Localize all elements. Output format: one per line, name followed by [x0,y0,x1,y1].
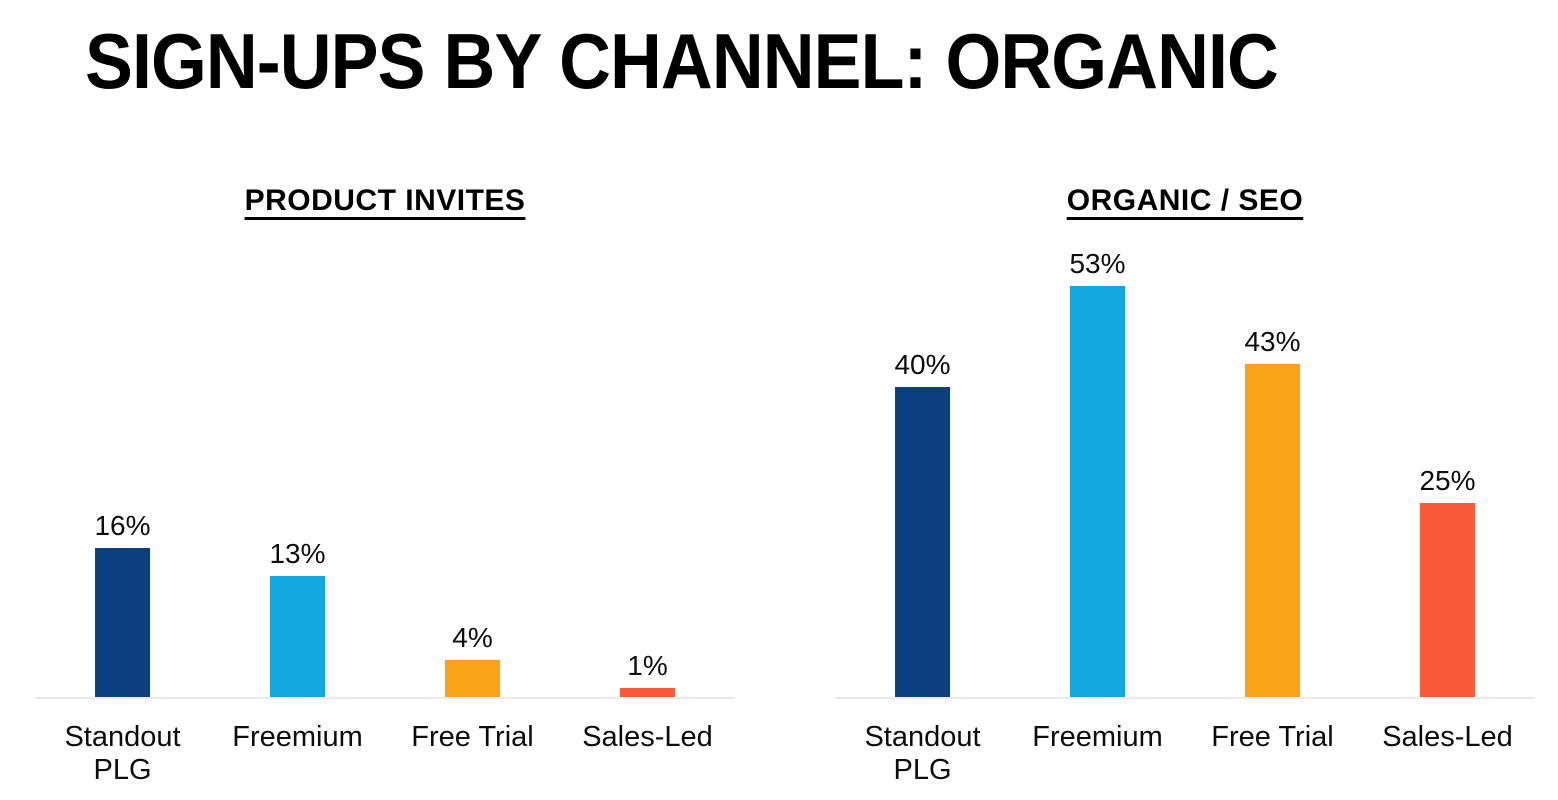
category-label-free-trial: Free Trial [411,721,534,753]
bar-free-trial [1245,364,1300,697]
bar-freemium [270,576,325,697]
category-label-freemium: Freemium [1032,721,1163,753]
category-label-freemium: Freemium [232,721,363,753]
bar-sales-led [1420,503,1475,697]
bar-slot-sales-led: 25% [1360,465,1535,697]
category-axis: Standout PLG Freemium Free Trial Sales-Led [835,699,1535,787]
bars-area: 16% 13% 4% 1% [35,234,735,699]
chart-title-organic-seo: ORGANIC / SEO [1066,184,1304,217]
category-label-sales-led: Sales-Led [582,721,713,753]
bar-slot-standout-plg: 40% [835,349,1010,697]
bar-value-label: 1% [627,650,668,681]
category-label-free-trial: Free Trial [1211,721,1334,753]
plot-organic-seo: 40% 53% 43% 25% Standout PLG Freemium Free Tr… [835,234,1535,787]
bar-value-label: 4% [452,622,493,653]
category-label-standout-plg: Standout PLG [64,721,181,786]
bar-slot-freemium: 13% [210,538,385,697]
bar-slot-freemium: 53% [1010,248,1185,697]
category-label-sales-led: Sales-Led [1382,721,1513,753]
category-label-standout-plg: Standout PLG [864,721,981,786]
bars-area: 40% 53% 43% 25% [835,234,1535,699]
page-title: SIGN-UPS BY CHANNEL: ORGANIC [85,17,1279,105]
bar-standout-plg [95,548,150,697]
bar-sales-led [620,688,675,697]
bar-slot-free-trial: 43% [1185,326,1360,697]
chart-organic-seo: ORGANIC / SEO 40% 53% 43% 25% Standout PLG F… [835,183,1535,787]
chart-title-product-invites: PRODUCT INVITES [244,184,526,217]
chart-product-invites: PRODUCT INVITES 16% 13% 4% 1% Standout PLG F… [35,183,735,787]
category-axis: Standout PLG Freemium Free Trial Sales-Led [35,699,735,787]
plot-product-invites: 16% 13% 4% 1% Standout PLG Freemium Free Tria… [35,234,735,787]
bar-free-trial [445,660,500,697]
bar-slot-sales-led: 1% [560,650,735,697]
bar-value-label: 25% [1419,465,1476,496]
bar-value-label: 40% [894,349,951,380]
bar-value-label: 16% [94,510,151,541]
bar-freemium [1070,286,1125,697]
bar-standout-plg [895,387,950,697]
bar-value-label: 13% [269,538,326,569]
bar-slot-free-trial: 4% [385,622,560,697]
bar-slot-standout-plg: 16% [35,510,210,697]
bar-value-label: 43% [1244,326,1301,357]
bar-value-label: 53% [1069,248,1126,279]
